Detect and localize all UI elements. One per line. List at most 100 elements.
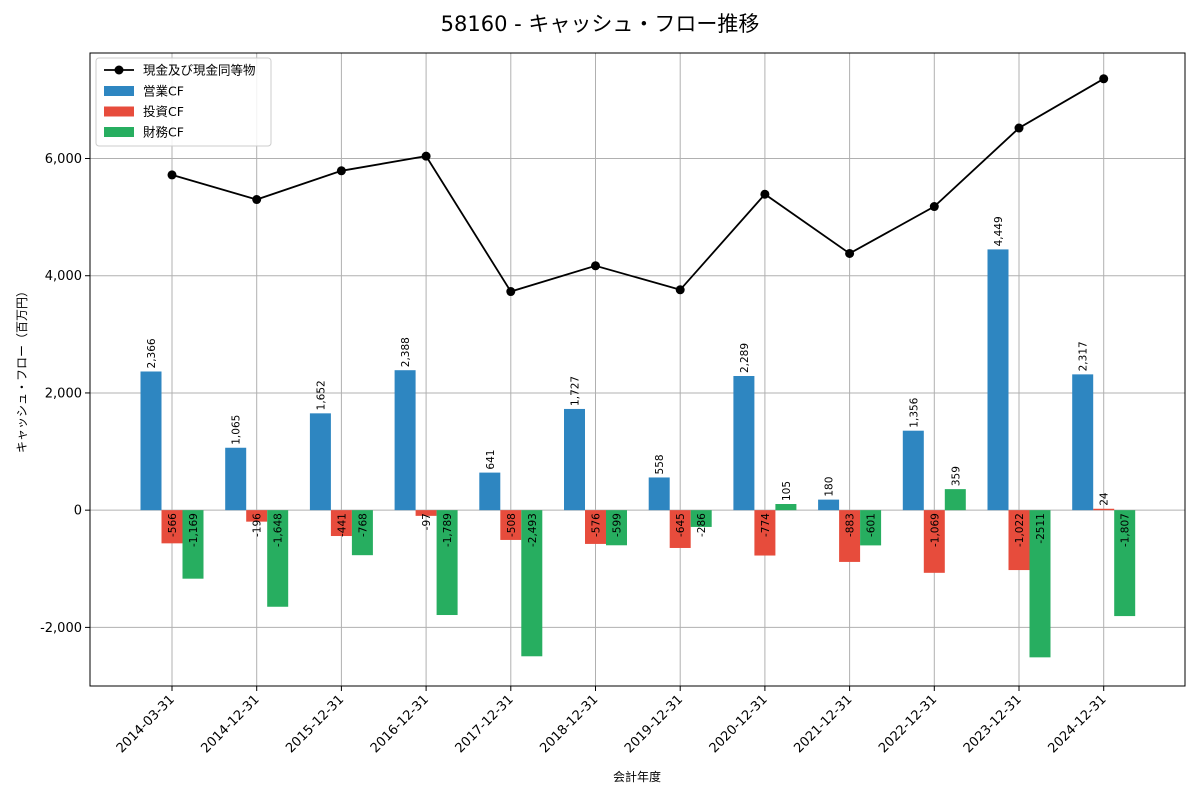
legend-box: [95, 57, 272, 147]
bar-投資CF-2022-12-31: [923, 510, 945, 573]
data-label: -601: [866, 513, 878, 537]
x-tick-label: 2024-12-31: [1045, 692, 1109, 756]
x-tick-label: 2022-12-31: [876, 692, 940, 756]
bar-投資CF-2021-12-31: [839, 510, 861, 562]
data-label: 105: [781, 481, 793, 501]
bar-営業CF-2014-12-31: [225, 447, 247, 511]
bar-投資CF-2014-03-31: [161, 510, 183, 544]
cash-point-2014-03-31: [167, 170, 177, 180]
grid-lines: [90, 53, 1185, 686]
y-axis-label: キャッシュ・フロー（百万円）: [15, 285, 29, 453]
data-label: -599: [612, 513, 624, 537]
bar-営業CF-2014-03-31: [140, 371, 162, 511]
cash-point-2019-12-31: [675, 285, 685, 295]
cash-line: [171, 78, 1105, 293]
data-label: 1,652: [315, 380, 327, 410]
data-label: -286: [696, 513, 708, 537]
bar-財務CF-2020-12-31: [775, 504, 797, 511]
data-label: -196: [252, 513, 264, 537]
x-tick-label: 2014-03-31: [114, 692, 178, 756]
data-label: -1,648: [273, 513, 285, 547]
data-label: 558: [654, 454, 666, 474]
bar-営業CF-2020-12-31: [733, 376, 755, 511]
bar-財務CF-2014-03-31: [182, 510, 204, 579]
bar-series: [140, 249, 1136, 658]
bar-営業CF-2019-12-31: [648, 477, 670, 511]
data-label: 180: [824, 477, 836, 497]
bar-投資CF-2018-12-31: [585, 510, 606, 544]
x-tick-label: 2015-12-31: [283, 692, 347, 756]
bar-財務CF-2023-12-31: [1029, 510, 1051, 658]
bar-投資CF-2024-12-31: [1093, 508, 1115, 511]
cash-point-2022-12-31: [929, 202, 939, 212]
y-tick-label: 4,000: [45, 269, 82, 284]
bar-財務CF-2015-12-31: [351, 510, 373, 556]
bar-投資CF-2015-12-31: [330, 510, 352, 537]
data-label: -1,169: [188, 513, 200, 547]
legend-swatch: [104, 106, 134, 117]
data-label: -2511: [1035, 513, 1047, 544]
bar-営業CF-2017-12-31: [479, 472, 501, 511]
bar-営業CF-2018-12-31: [564, 408, 585, 511]
data-label: -576: [591, 513, 603, 537]
bar-財務CF-2014-12-31: [267, 510, 289, 607]
x-tick-label: 2023-12-31: [961, 692, 1025, 756]
cash-point-2016-12-31: [421, 151, 431, 161]
data-label: -566: [167, 513, 179, 537]
cash-point-2014-12-31: [252, 195, 262, 205]
data-label: -97: [421, 513, 433, 530]
y-tick-label: 6,000: [45, 152, 82, 167]
data-label: -883: [845, 513, 857, 537]
bar-財務CF-2022-12-31: [944, 489, 966, 511]
x-tick-label: 2020-12-31: [707, 692, 771, 756]
data-label: 2,388: [400, 337, 412, 367]
legend-label: 投資CF: [143, 104, 184, 119]
data-label: -1,069: [929, 513, 941, 547]
cash-point-2021-12-31: [845, 248, 855, 258]
data-label: 2,289: [739, 343, 751, 373]
cash-point-2015-12-31: [336, 166, 346, 176]
bar-営業CF-2023-12-31: [987, 249, 1009, 511]
data-label: -508: [506, 513, 518, 537]
bar-投資CF-2020-12-31: [754, 510, 776, 556]
legend-line-marker: [114, 65, 124, 75]
bar-財務CF-2017-12-31: [521, 510, 543, 657]
data-label: 1,727: [570, 376, 582, 406]
bar-投資CF-2019-12-31: [669, 510, 691, 548]
bar-財務CF-2019-12-31: [690, 510, 712, 527]
legend-label: 財務CF: [143, 125, 184, 140]
data-label: 2,366: [146, 338, 158, 368]
y-tick-label: 2,000: [45, 386, 82, 401]
data-label: -2,493: [527, 513, 539, 547]
data-label: 4,449: [993, 216, 1005, 246]
legend-label: 現金及び現金同等物: [143, 63, 256, 78]
data-label: -768: [357, 513, 369, 537]
data-label: -441: [336, 513, 348, 537]
cash-point-2017-12-31: [506, 287, 516, 297]
bar-営業CF-2022-12-31: [902, 430, 924, 511]
y-tick-label: -2,000: [40, 621, 82, 636]
data-labels: 2,366 1,065 1,652 2,388 641 1,727 558 2,289 180 1…: [146, 216, 1132, 547]
data-label: -1,807: [1120, 513, 1132, 547]
x-tick-label: 2014-12-31: [198, 692, 262, 756]
data-label: -774: [760, 513, 772, 537]
cash-point-2020-12-31: [760, 189, 770, 199]
plot-frame: [89, 52, 1186, 687]
chart-title: 58160 - キャッシュ・フロー推移: [440, 12, 760, 36]
bar-投資CF-2016-12-31: [415, 510, 437, 516]
x-tick-label: 2016-12-31: [368, 692, 432, 756]
data-label: -645: [675, 513, 687, 537]
x-axis-label: 会計年度: [613, 769, 661, 784]
bar-営業CF-2021-12-31: [818, 499, 840, 511]
bar-投資CF-2017-12-31: [500, 510, 522, 540]
bar-財務CF-2018-12-31: [606, 510, 627, 546]
cash-point-2018-12-31: [591, 261, 600, 271]
bar-財務CF-2016-12-31: [436, 510, 458, 616]
cash-point-2023-12-31: [1014, 123, 1024, 133]
cash-point-2024-12-31: [1099, 74, 1109, 84]
legend-label: 営業CF: [143, 84, 184, 99]
bar-投資CF-2023-12-31: [1008, 510, 1030, 571]
bar-営業CF-2024-12-31: [1072, 374, 1094, 511]
bar-投資CF-2014-12-31: [246, 510, 268, 522]
